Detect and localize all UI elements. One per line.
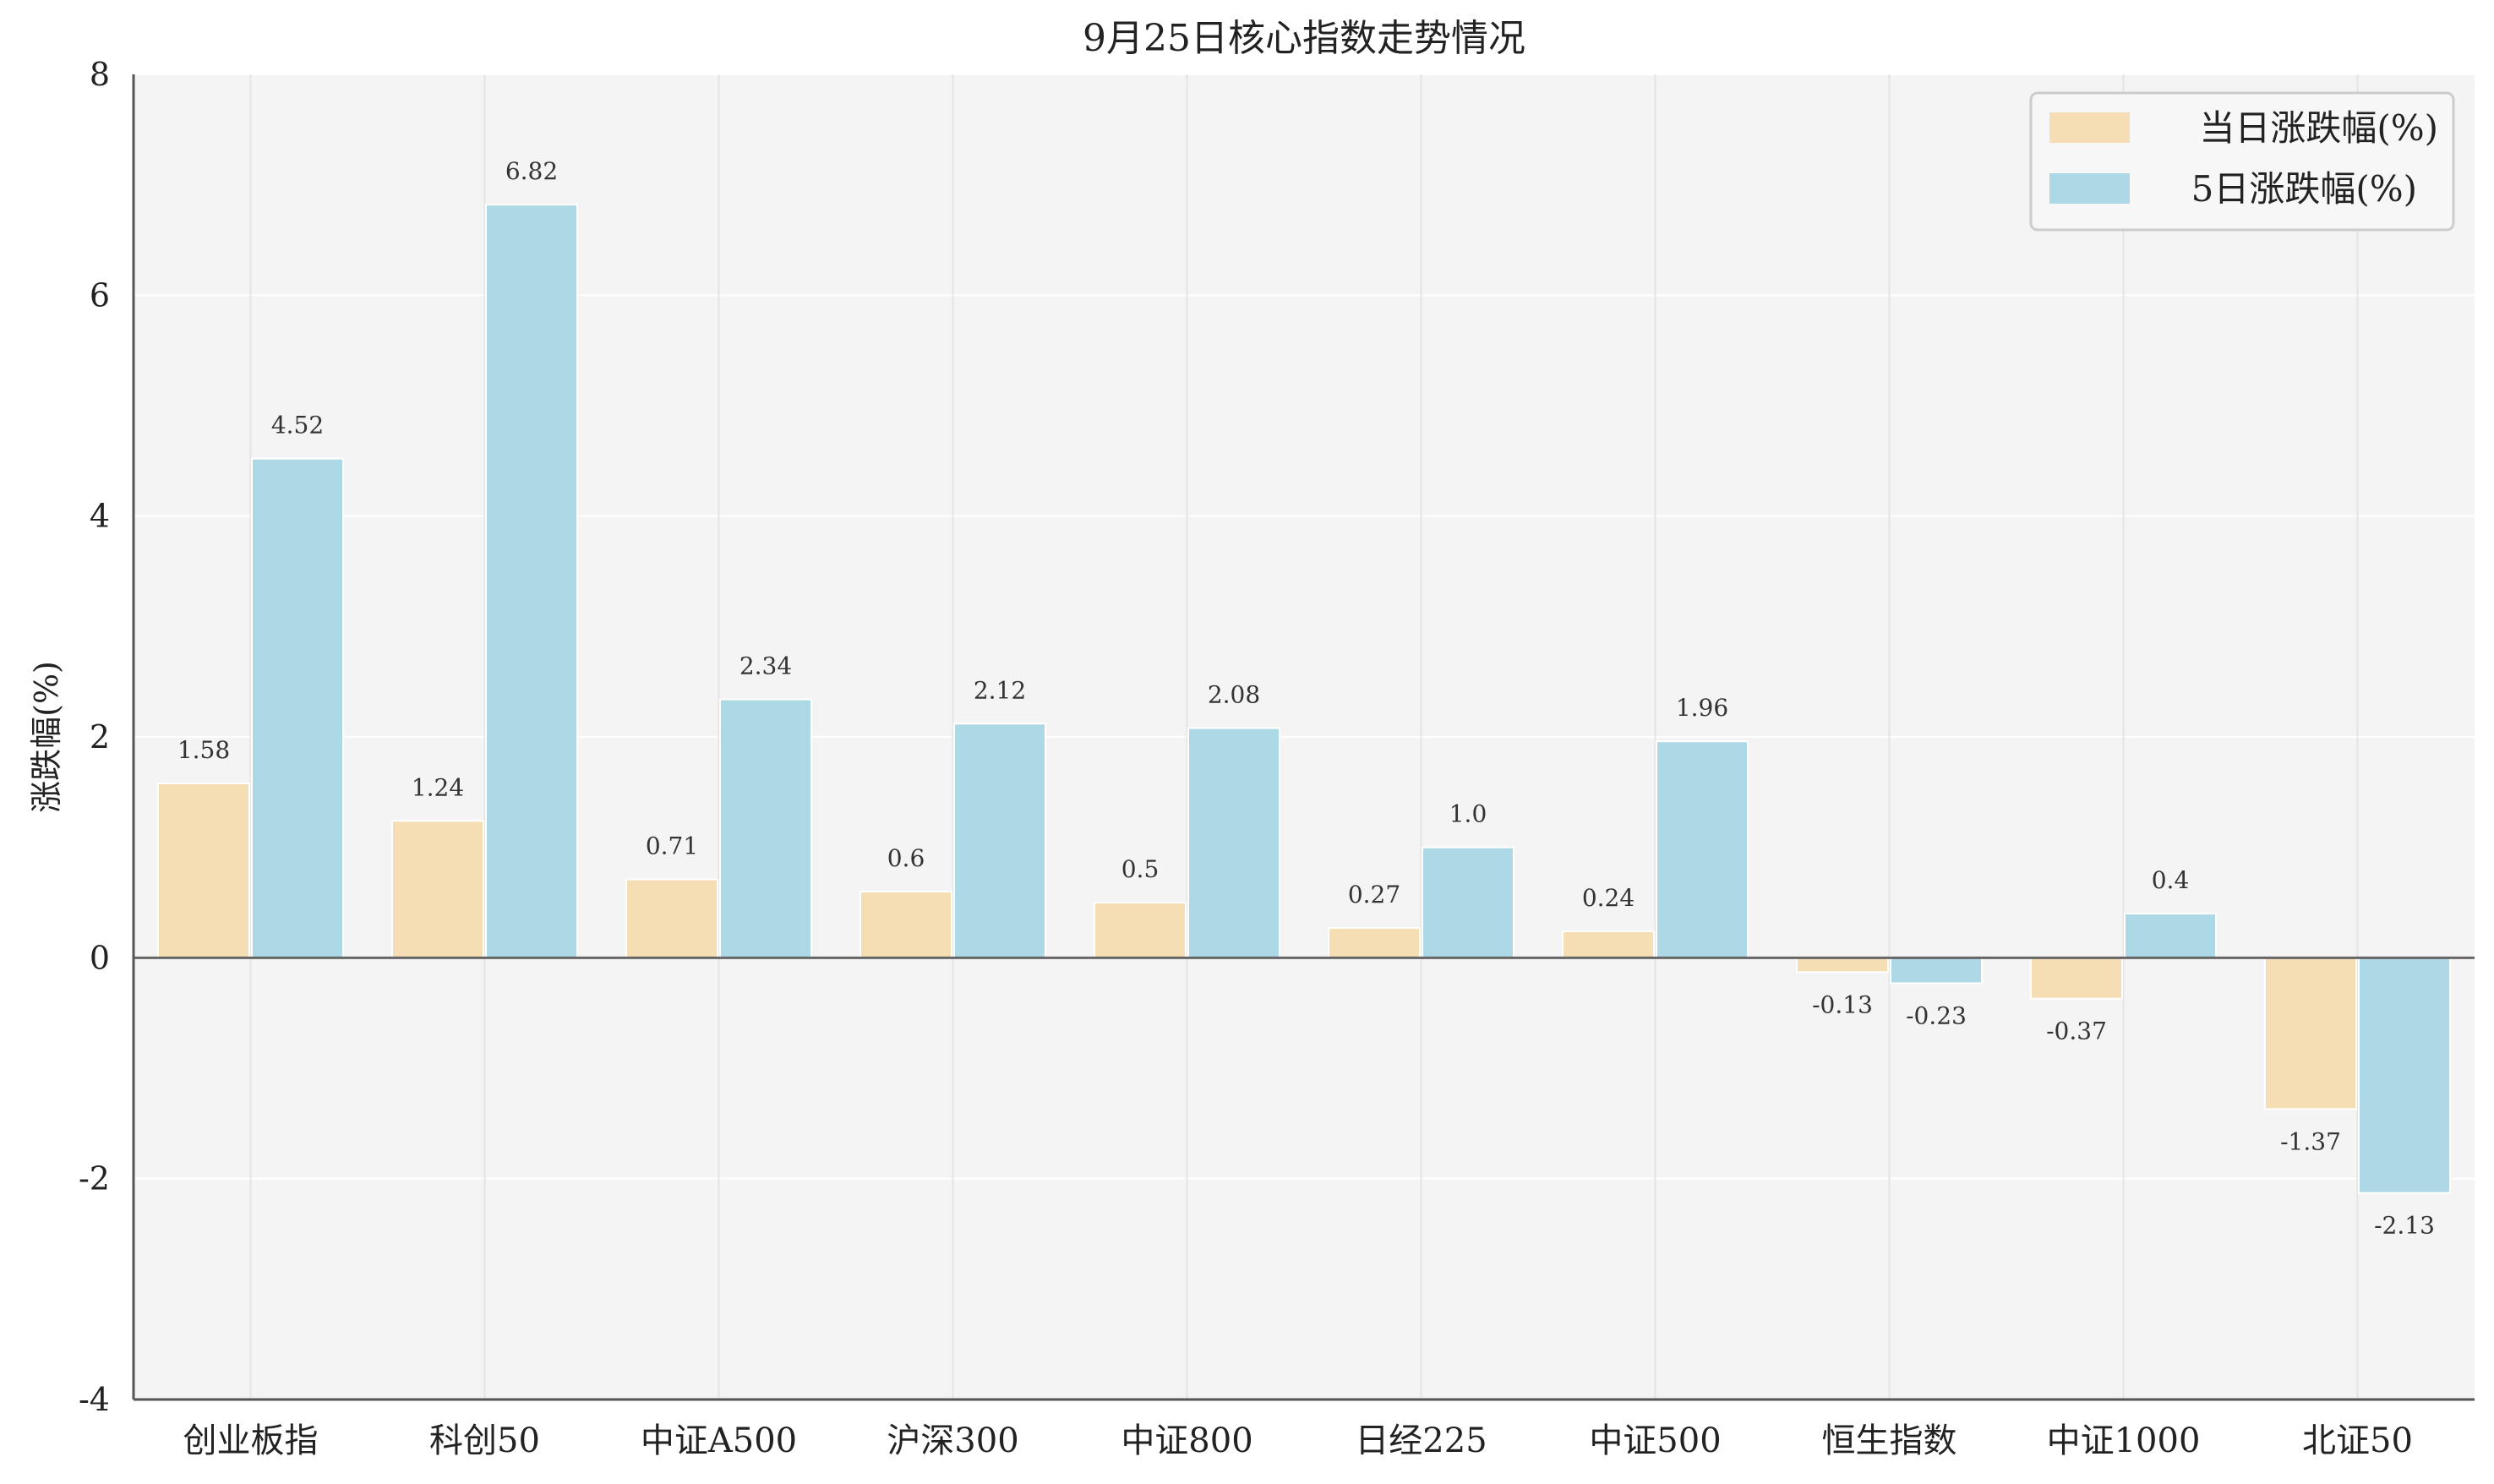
y-axis-label: 涨跌幅(%) <box>28 661 65 813</box>
x-category-label: 中证1000 <box>2047 1421 2201 1460</box>
legend-box <box>2029 91 2455 232</box>
legend-swatch-daily <box>2049 112 2130 143</box>
x-category-label: 中证500 <box>1589 1421 1721 1460</box>
value-label-daily: 0.5 <box>1121 855 1160 883</box>
x-category-label: 北证50 <box>2302 1421 2413 1460</box>
bar-daily <box>391 820 484 959</box>
y-tick-label: 0 <box>90 939 110 976</box>
x-category-labels: 创业板指 科创50 中证A500 沪深300 中证800 日经225 中证500 恒生指数 中证… <box>183 1421 2413 1460</box>
bar-daily <box>1094 902 1187 959</box>
bars <box>157 204 2451 1194</box>
bar-daily <box>1328 927 1421 959</box>
legend-swatch-5day <box>2049 173 2130 204</box>
value-label-daily: 1.58 <box>177 736 230 764</box>
value-label-5day: -0.23 <box>1906 1001 1967 1029</box>
bar-5day <box>2358 957 2451 1194</box>
value-label-daily: 0.6 <box>887 844 925 872</box>
value-label-5day: 2.34 <box>739 652 792 680</box>
value-label-daily: 0.71 <box>646 832 698 860</box>
y-tick-label: -4 <box>79 1381 110 1418</box>
legend-label-daily: 当日涨跌幅(%) <box>2199 107 2438 149</box>
x-category-label: 创业板指 <box>183 1421 319 1460</box>
value-label-5day: 1.96 <box>1676 694 1728 722</box>
y-tick-label: 6 <box>90 276 110 314</box>
legend-label-5day: 5日涨跌幅(%) <box>2191 168 2417 210</box>
value-label-5day: 2.12 <box>974 676 1026 704</box>
bar-5day <box>1422 846 1514 959</box>
bar-5day <box>953 723 1046 959</box>
value-label-daily: -0.13 <box>1812 990 1873 1018</box>
bar-5day <box>485 204 578 959</box>
x-category-label: 科创50 <box>429 1421 540 1460</box>
y-tick-label: 4 <box>90 498 110 535</box>
bar-daily <box>1562 930 1655 959</box>
value-label-5day: 0.4 <box>2152 866 2190 894</box>
value-label-5day: 6.82 <box>505 157 558 185</box>
x-category-label: 沪深300 <box>887 1421 1018 1460</box>
legend: 当日涨跌幅(%) 5日涨跌幅(%) <box>2029 91 2455 232</box>
bar-5day <box>719 698 812 959</box>
bar-daily <box>1796 957 1889 974</box>
x-category-label: 中证A500 <box>641 1421 797 1460</box>
value-label-daily: 1.24 <box>412 773 464 801</box>
value-label-daily: 0.27 <box>1348 881 1400 908</box>
bar-daily <box>860 890 952 959</box>
value-label-5day: 2.08 <box>1208 681 1260 709</box>
axes <box>132 74 2475 1401</box>
x-category-label: 日经225 <box>1355 1421 1487 1460</box>
value-label-5day: -2.13 <box>2374 1212 2435 1240</box>
bar-5day <box>1890 957 1983 985</box>
bar-daily <box>2030 957 2123 1000</box>
x-category-label: 中证800 <box>1121 1421 1252 1460</box>
bar-daily <box>157 782 250 959</box>
value-label-daily: 0.24 <box>1582 884 1634 912</box>
value-labels: 1.58 1.24 0.71 0.6 0.5 0.27 0.24 -0.13 -0.37 -1.3… <box>177 157 2435 1239</box>
bar-5day <box>2124 913 2217 959</box>
y-tick-label: 8 <box>90 56 110 93</box>
bar-5day <box>1187 727 1280 959</box>
value-label-5day: 1.0 <box>1449 800 1487 828</box>
value-label-daily: -0.37 <box>2046 1018 2107 1045</box>
value-label-5day: 4.52 <box>271 412 324 439</box>
value-label-daily: -1.37 <box>2280 1127 2341 1155</box>
y-tick-label: -2 <box>79 1160 110 1198</box>
y-tick-label: 2 <box>90 718 110 756</box>
chart-title: 9月25日核心指数走势情况 <box>1083 17 1525 60</box>
bar-5day <box>251 457 344 959</box>
bar-daily <box>625 878 718 959</box>
bar-5day <box>1656 740 1749 959</box>
bar-daily <box>2264 957 2357 1110</box>
y-tick-labels: -4 -2 0 2 4 6 8 <box>79 56 110 1418</box>
x-category-label: 恒生指数 <box>1822 1421 1957 1460</box>
